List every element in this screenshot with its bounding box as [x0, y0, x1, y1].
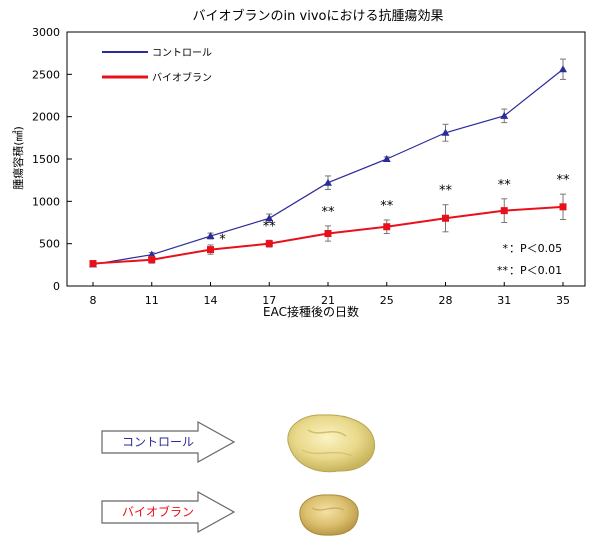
control-tumor-image — [287, 414, 376, 473]
x-tick-label: 11 — [145, 294, 159, 307]
data-point-square — [89, 260, 97, 268]
y-tick-label: 500 — [39, 238, 60, 251]
series-layer — [89, 58, 567, 268]
x-tick-label: 31 — [497, 294, 511, 307]
right-arrow-icon — [101, 420, 236, 464]
data-point-triangle — [324, 178, 332, 186]
data-point-square — [148, 256, 156, 264]
y-axis-label: 腫瘍容積(㎣) — [11, 126, 25, 190]
x-tick-label: 35 — [556, 294, 570, 307]
significance-key-mark: * — [503, 242, 509, 255]
y-tick-label: 1000 — [32, 195, 60, 208]
x-tick-label: 25 — [380, 294, 394, 307]
right-arrow-icon — [101, 490, 236, 534]
x-tick-label: 28 — [439, 294, 453, 307]
y-tick-label: 2000 — [32, 111, 60, 124]
y-tick-label: 3000 — [32, 26, 60, 39]
significance-mark: ** — [439, 184, 453, 199]
x-tick-label: 14 — [204, 294, 218, 307]
legend-label: コントロール — [152, 48, 212, 59]
data-point-triangle — [206, 232, 215, 240]
treated-tumor-image — [299, 494, 359, 536]
control-arrow-label: コントロール — [122, 435, 195, 449]
data-point-square — [265, 240, 273, 248]
legend-label: バイオブラン — [152, 71, 212, 84]
x-tick-label: 8 — [90, 294, 97, 307]
x-axis-label: EAC接種後の日数 — [263, 304, 359, 319]
data-point-triangle — [441, 128, 450, 136]
y-tick-label: 2500 — [32, 68, 60, 81]
significance-key: * ：P＜0.05** ：P＜0.01 — [497, 242, 562, 277]
y-tick-label: 1500 — [32, 153, 60, 166]
data-point-square — [383, 223, 391, 231]
data-point-square — [207, 246, 214, 254]
chart-title: バイオブランのin vivoにおける抗腫瘍効果 — [193, 8, 444, 24]
x-tick-label: 17 — [262, 294, 276, 307]
significance-mark: ** — [322, 205, 336, 220]
significance-key-text: ：P＜0.05 — [509, 242, 562, 255]
significance-mark: ** — [263, 219, 277, 234]
data-point-triangle — [559, 65, 567, 73]
data-point-triangle — [265, 214, 274, 222]
data-point-square — [500, 207, 508, 215]
significance-mark: * — [219, 233, 226, 248]
data-point-square — [442, 214, 449, 222]
axis-layer: 0 500 1000 1500 2000 2500 3000 8 11 14 17 21 25 28 31 3… — [32, 26, 570, 307]
significance-mark: ** — [380, 199, 394, 214]
data-point-triangle — [500, 111, 509, 119]
data-point-square — [559, 203, 567, 211]
significance-mark: ** — [557, 173, 571, 188]
treated-arrow: バイオブラン — [100, 490, 240, 534]
significance-key-text: ：P＜0.01 — [509, 264, 562, 277]
series-treated — [89, 193, 567, 268]
significance-layer: ***** **** ** ** — [219, 173, 570, 247]
significance-key-mark: ** — [497, 264, 509, 277]
control-arrow: コントロール — [100, 420, 240, 464]
treated-arrow-label: バイオブラン — [122, 505, 195, 519]
data-point-square — [324, 230, 332, 238]
significance-mark: ** — [498, 178, 512, 193]
data-point-triangle — [382, 155, 391, 162]
tumor-volume-chart: バイオブランのin vivoにおける抗腫瘍効果 腫瘍容積(㎣) EAC接種後の日… — [11, 8, 586, 319]
x-tick-label: 21 — [321, 294, 335, 307]
y-tick-label: 0 — [53, 280, 60, 293]
